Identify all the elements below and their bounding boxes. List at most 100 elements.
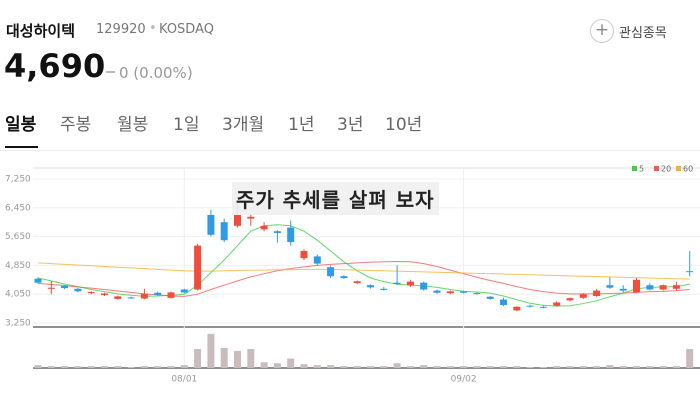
volume-bar <box>553 366 561 368</box>
candle-body <box>367 285 374 288</box>
volume-bar <box>300 364 308 368</box>
price: 4,690 <box>4 47 106 85</box>
period-tab[interactable]: 10년 <box>385 115 423 135</box>
separator-dot: • <box>149 21 157 36</box>
candle-body <box>593 290 601 296</box>
active-tab-indicator <box>5 146 38 148</box>
volume-bar <box>61 366 69 368</box>
market: KOSDAQ <box>159 22 214 37</box>
period-tab[interactable]: 주봉 <box>60 115 92 135</box>
candle-body <box>114 296 122 299</box>
candle-body <box>207 215 215 235</box>
candle-body <box>273 231 281 233</box>
period-tab[interactable]: 1년 <box>288 115 315 135</box>
legend-label: 5 <box>639 165 644 174</box>
volume-bar <box>87 366 95 368</box>
volume-bar <box>180 365 188 368</box>
volume-bar <box>101 366 108 368</box>
candle-body <box>513 306 521 311</box>
volume-bar <box>393 363 401 368</box>
candle-body <box>393 282 401 285</box>
volume-bar <box>433 366 441 368</box>
volume-bar <box>420 365 428 368</box>
period-tab[interactable]: 3개월 <box>222 115 265 135</box>
volume-bar <box>486 366 494 368</box>
volume-bar <box>114 366 122 368</box>
volume-bar <box>313 365 321 368</box>
divider <box>0 150 700 151</box>
candle-body <box>633 279 640 293</box>
overlay-caption: 주가 추세를 살펴 보자 <box>232 182 439 215</box>
candle-body <box>566 298 574 301</box>
volume-bar <box>34 365 42 368</box>
candle-body <box>553 302 561 306</box>
volume-bar <box>446 366 454 368</box>
candle-body <box>220 222 228 241</box>
candle-body <box>61 285 69 289</box>
candle-body <box>180 289 188 293</box>
volume-bar <box>619 366 627 368</box>
x-tick-label: 09/02 <box>451 375 477 385</box>
candle-body <box>167 292 175 298</box>
candle-body <box>473 293 481 295</box>
candle-body <box>433 290 441 293</box>
volume-bar <box>127 367 135 368</box>
candle-body <box>234 215 241 226</box>
period-tab[interactable]: 월봉 <box>117 115 149 135</box>
candle-body <box>446 291 454 294</box>
volume-bar <box>659 366 667 368</box>
volume-bar <box>593 366 601 368</box>
volume-bar <box>606 365 614 368</box>
volume-bar <box>513 366 521 368</box>
candle-body <box>686 271 694 273</box>
period-tab[interactable]: 일봉 <box>5 115 37 135</box>
stock-code: 129920 <box>96 22 146 37</box>
legend-label: 20 <box>661 165 671 174</box>
y-tick-label: 3,250 <box>5 319 31 329</box>
candle-body <box>486 296 494 299</box>
candle-body <box>539 306 547 308</box>
volume-bar <box>74 366 82 368</box>
candle-body <box>526 305 534 307</box>
volume-bar <box>140 366 148 368</box>
legend-swatch <box>676 166 681 171</box>
y-tick-label: 4,850 <box>5 261 31 271</box>
ma-line <box>37 262 690 280</box>
volume-bar <box>633 366 640 368</box>
volume-bar <box>566 366 574 368</box>
watch-button[interactable]: 관심종목 <box>619 26 667 41</box>
volume-bar <box>672 366 680 368</box>
volume-bar <box>287 358 295 368</box>
volume-bar <box>207 333 215 368</box>
candle-body <box>659 285 667 290</box>
candle-body <box>47 287 55 289</box>
volume-bar <box>380 366 388 368</box>
volume-bar <box>167 366 175 368</box>
candle-body <box>247 216 255 219</box>
period-tab[interactable]: 1일 <box>173 115 200 135</box>
candle-body <box>646 285 654 290</box>
candle-body <box>194 245 202 290</box>
volume-bar <box>526 367 534 368</box>
candle-body <box>420 282 428 290</box>
volume-bar <box>220 348 228 368</box>
volume-bar <box>273 363 281 368</box>
volume-bar <box>353 366 361 368</box>
candle-body <box>74 288 82 292</box>
volume-bar <box>234 350 241 368</box>
add-icon[interactable]: + <box>590 19 614 43</box>
legend-label: 60 <box>683 165 693 174</box>
volume-bar <box>406 366 414 368</box>
candle-body <box>101 293 108 295</box>
stock-name: 대성하이텍 <box>6 22 76 40</box>
volume-bar <box>367 366 374 368</box>
candle-body <box>34 278 42 283</box>
volume-bar <box>340 366 348 368</box>
candle-body <box>154 292 162 295</box>
candle-body <box>300 251 308 259</box>
candle-body <box>140 293 148 299</box>
price-change: 0 (0.00%) <box>119 64 193 82</box>
candle-body <box>406 281 414 286</box>
y-tick-label: 7,250 <box>5 175 31 185</box>
period-tab[interactable]: 3년 <box>337 115 364 135</box>
